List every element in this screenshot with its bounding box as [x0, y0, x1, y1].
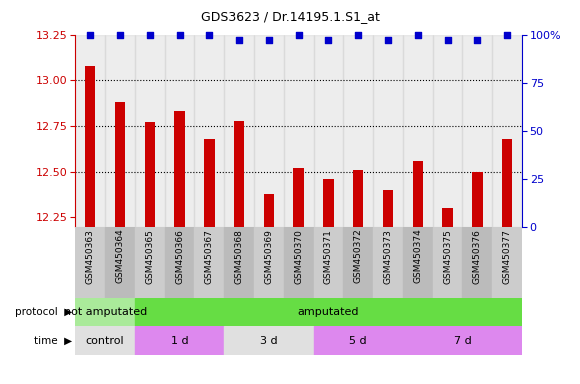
Point — [86, 31, 95, 38]
Bar — [403, 227, 433, 298]
Bar — [194, 227, 224, 298]
Bar — [433, 227, 462, 298]
Point — [264, 37, 274, 43]
Bar — [284, 227, 314, 298]
Bar — [144, 122, 155, 227]
Bar — [353, 170, 364, 227]
Bar — [502, 139, 512, 227]
Bar — [403, 35, 433, 227]
Text: GSM450364: GSM450364 — [115, 229, 125, 283]
Bar — [135, 298, 522, 326]
Text: 1 d: 1 d — [171, 336, 188, 346]
Text: protocol  ▶: protocol ▶ — [15, 307, 72, 317]
Bar — [165, 35, 194, 227]
Bar — [472, 172, 483, 227]
Bar — [234, 121, 244, 227]
Point — [413, 31, 422, 38]
Bar — [412, 161, 423, 227]
Bar — [383, 190, 393, 227]
Bar — [75, 326, 135, 355]
Text: GSM450373: GSM450373 — [383, 229, 393, 283]
Bar — [75, 227, 105, 298]
Point — [502, 31, 512, 38]
Point — [205, 31, 214, 38]
Text: GSM450368: GSM450368 — [235, 229, 244, 283]
Bar — [343, 35, 373, 227]
Bar — [135, 326, 224, 355]
Point — [234, 37, 244, 43]
Bar — [443, 208, 453, 227]
Bar — [105, 35, 135, 227]
Bar — [105, 227, 135, 298]
Text: time  ▶: time ▶ — [34, 336, 72, 346]
Text: GSM450366: GSM450366 — [175, 229, 184, 283]
Bar — [492, 227, 522, 298]
Bar — [135, 227, 165, 298]
Bar — [314, 35, 343, 227]
Bar — [462, 35, 492, 227]
Point — [115, 31, 125, 38]
Text: GSM450377: GSM450377 — [503, 229, 512, 283]
Point — [175, 31, 184, 38]
Text: GDS3623 / Dr.14195.1.S1_at: GDS3623 / Dr.14195.1.S1_at — [201, 10, 379, 23]
Text: 7 d: 7 d — [454, 336, 472, 346]
Point — [294, 31, 303, 38]
Bar — [254, 35, 284, 227]
Point — [324, 37, 333, 43]
Bar — [433, 35, 462, 227]
Bar — [75, 35, 105, 227]
Bar — [343, 227, 373, 298]
Text: GSM450376: GSM450376 — [473, 229, 482, 283]
Text: GSM450365: GSM450365 — [146, 229, 154, 283]
Point — [473, 37, 482, 43]
Text: GSM450372: GSM450372 — [354, 229, 362, 283]
Text: GSM450369: GSM450369 — [264, 229, 273, 283]
Bar — [194, 35, 224, 227]
Bar — [403, 326, 522, 355]
Point — [354, 31, 363, 38]
Bar — [75, 298, 135, 326]
Bar — [254, 227, 284, 298]
Text: 5 d: 5 d — [349, 336, 367, 346]
Bar — [323, 179, 333, 227]
Bar — [224, 326, 314, 355]
Text: GSM450367: GSM450367 — [205, 229, 214, 283]
Bar — [85, 66, 96, 227]
Point — [443, 37, 452, 43]
Bar — [462, 227, 492, 298]
Point — [383, 37, 393, 43]
Bar — [115, 102, 125, 227]
Bar — [314, 227, 343, 298]
Text: GSM450374: GSM450374 — [414, 229, 422, 283]
Bar — [224, 227, 254, 298]
Text: GSM450375: GSM450375 — [443, 229, 452, 283]
Text: amputated: amputated — [298, 307, 359, 317]
Bar — [284, 35, 314, 227]
Bar — [165, 227, 194, 298]
Point — [145, 31, 154, 38]
Bar — [224, 35, 254, 227]
Text: control: control — [86, 336, 125, 346]
Bar — [492, 35, 522, 227]
Bar — [314, 326, 403, 355]
Bar — [264, 194, 274, 227]
Bar — [373, 35, 403, 227]
Bar — [204, 139, 215, 227]
Bar — [293, 168, 304, 227]
Bar — [135, 35, 165, 227]
Text: not amputated: not amputated — [64, 307, 147, 317]
Bar — [373, 227, 403, 298]
Text: GSM450363: GSM450363 — [86, 229, 95, 283]
Text: 3 d: 3 d — [260, 336, 278, 346]
Bar — [175, 111, 185, 227]
Text: GSM450370: GSM450370 — [294, 229, 303, 283]
Text: GSM450371: GSM450371 — [324, 229, 333, 283]
